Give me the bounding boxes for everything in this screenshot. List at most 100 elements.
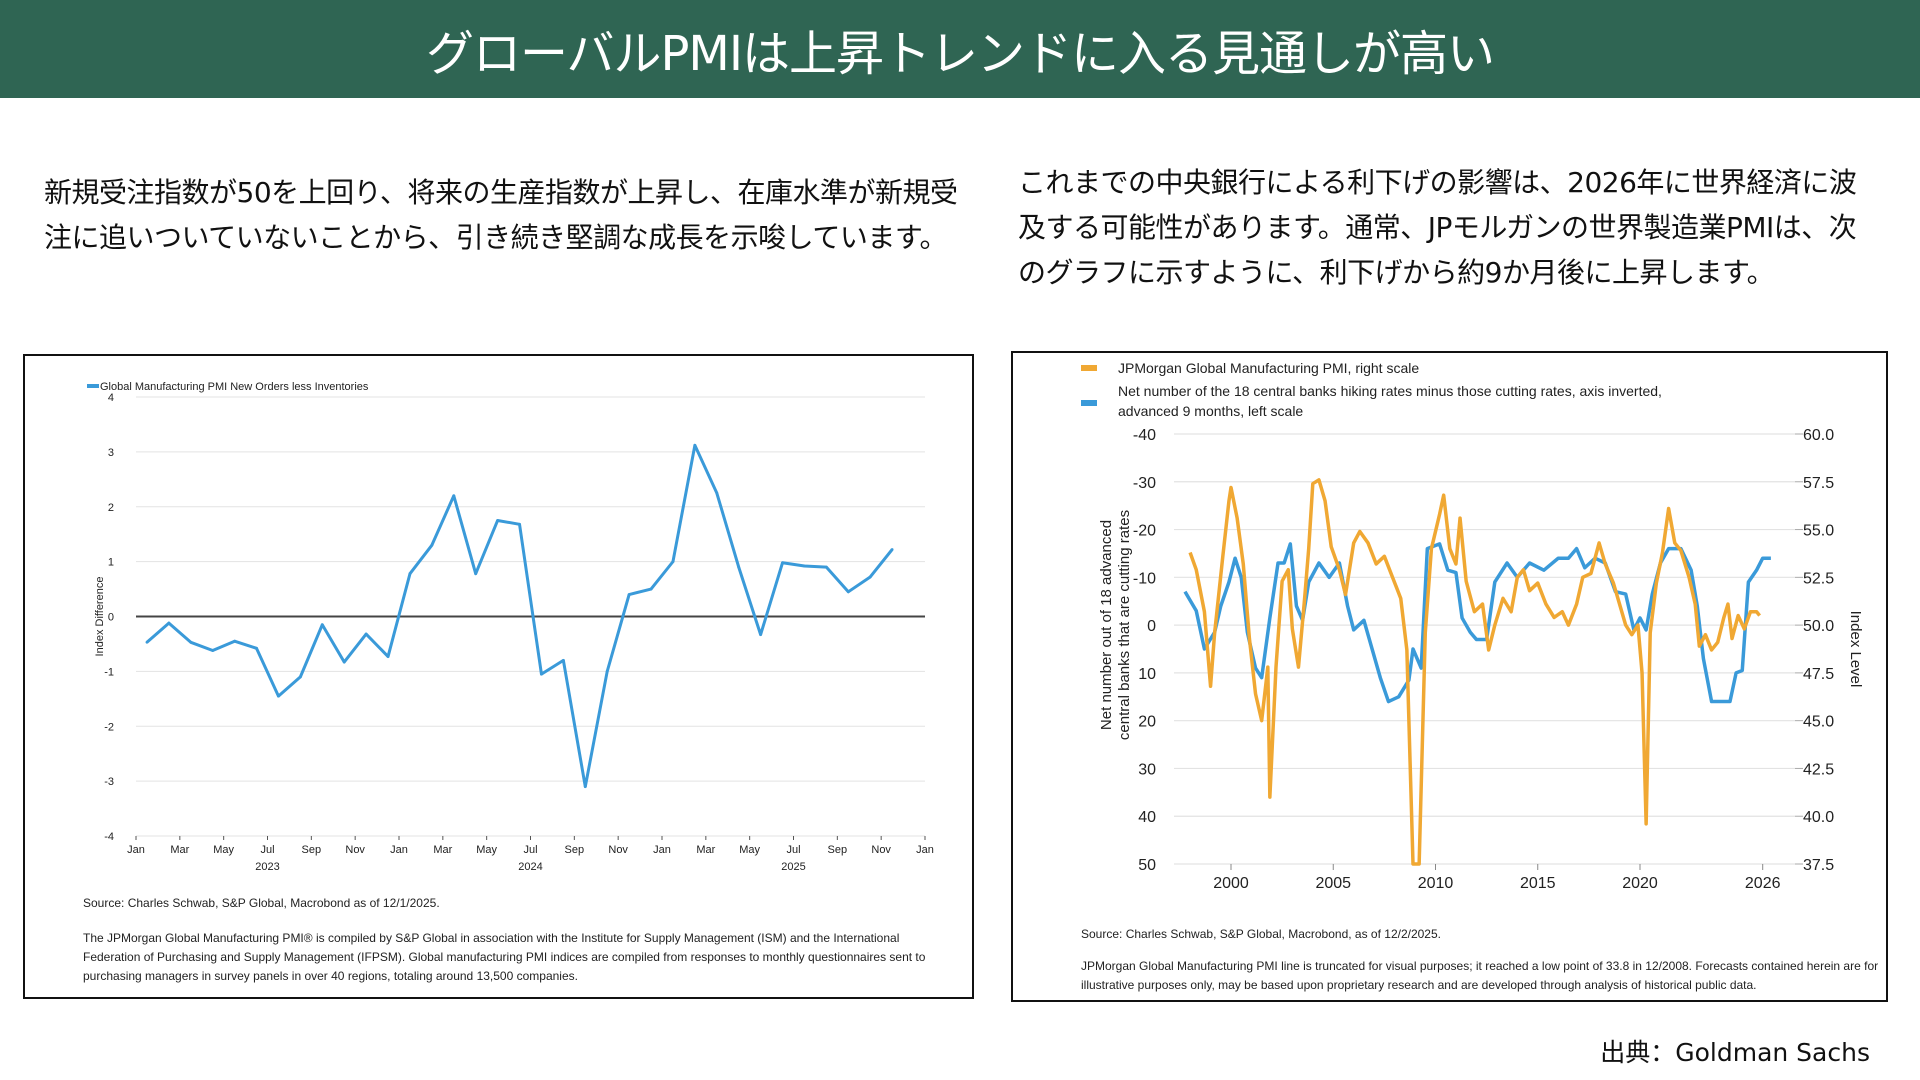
right-chart-disclaimer: JPMorgan Global Manufacturing PMI line i… (1081, 959, 1879, 992)
right-y-tick-label: 37.5 (1803, 857, 1834, 874)
x-tick-label: May (213, 844, 234, 856)
left-commentary: 新規受注指数が50を上回り、将来の生産指数が上昇し、在庫水準が新規受注に追いつい… (44, 176, 958, 254)
right-commentary: これまでの中央銀行による利下げの影響は、2026年に世界経済に波及する可能性があ… (1018, 166, 1857, 289)
x-tick-label: Jul (523, 844, 537, 856)
data-point (737, 565, 741, 569)
right-y-tick-label: 47.5 (1803, 666, 1834, 683)
y-tick-label: -4 (104, 831, 114, 843)
data-point (627, 593, 631, 596)
x-tick-label: Jan (653, 844, 671, 856)
left-y-tick-label: 0 (1147, 618, 1156, 635)
y-tick-label: 2 (108, 502, 114, 514)
data-point (781, 561, 784, 565)
x-tick-label: 2026 (1745, 875, 1781, 892)
y-tick-label: -1 (104, 666, 114, 678)
left-y-tick-label: 20 (1138, 714, 1156, 731)
right-y-axis-label: Index Level (1847, 611, 1864, 688)
left-y-tick-label: 40 (1138, 809, 1156, 826)
data-point (167, 621, 171, 625)
data-point (298, 675, 302, 679)
data-point (496, 519, 500, 522)
new-orders-chart-panel: 4 3 2 1 0 -1 -2 -3 -4 Jan Mar May Jul Sep Nov Jan Mar May… (23, 354, 974, 999)
x-tick-label: Sep (828, 844, 848, 856)
right-chart-source: Source: Charles Schwab, S&P Global, Macr… (1081, 927, 1441, 941)
year-label: 2025 (781, 861, 805, 873)
x-tick-label: Jul (786, 844, 800, 856)
x-tick-label: Sep (302, 844, 322, 856)
y-tick-label: 4 (108, 392, 114, 404)
data-point (255, 646, 258, 650)
data-point (846, 590, 850, 594)
left-y-tick-label: -20 (1133, 523, 1156, 540)
x-tick-label: 2005 (1315, 875, 1351, 892)
x-tick-label: Jan (916, 844, 934, 856)
data-point (452, 494, 456, 498)
new-orders-chart: 4 3 2 1 0 -1 -2 -3 -4 Jan Mar May Jul Sep Nov Jan Mar May… (87, 381, 934, 873)
right-y-tick-label: 57.5 (1803, 475, 1834, 492)
x-tick-label: 2000 (1213, 875, 1249, 892)
x-tick-label: Mar (170, 844, 189, 856)
x-tick-label: 2020 (1622, 875, 1658, 892)
data-point (408, 572, 412, 576)
data-point (277, 694, 280, 698)
x-tick-label: Nov (871, 844, 891, 856)
x-tick-label: Nov (345, 844, 365, 856)
y-tick-label: -2 (104, 721, 114, 733)
right-y-tick-label: 60.0 (1803, 427, 1834, 444)
legend-swatch-pmi (1081, 365, 1097, 371)
x-tick-label: Sep (565, 844, 585, 856)
legend-label: Global Manufacturing PMI New Orders less… (100, 381, 369, 393)
data-point (320, 623, 324, 627)
data-point (540, 672, 543, 676)
legend-label-banks: Net number of the 18 central banks hikin… (1118, 383, 1662, 419)
data-point (561, 659, 565, 662)
data-point (868, 575, 872, 579)
series-line-central-banks (1183, 542, 1771, 704)
data-point (364, 632, 368, 636)
data-point (430, 543, 434, 547)
central-bank-pmi-chart: -40 -30 -20 -10 0 10 20 30 40 50 60.0 57.5 55.0 52.5 5… (1081, 360, 1864, 892)
year-label: 2024 (518, 861, 542, 873)
x-tick-label: Mar (696, 844, 715, 856)
left-chart-disclaimer: The JPMorgan Global Manufacturing PMI® i… (83, 931, 926, 983)
x-tick-label: 2015 (1520, 875, 1556, 892)
data-point (386, 655, 390, 658)
data-point (803, 564, 806, 568)
y-tick-label: 3 (108, 447, 114, 459)
data-point (233, 639, 237, 643)
x-tick-label: 2010 (1418, 875, 1454, 892)
central-bank-chart-panel: -40 -30 -20 -10 0 10 20 30 40 50 60.0 57.5 55.0 52.5 5… (1011, 351, 1888, 1002)
data-point (715, 491, 719, 495)
right-y-tick-label: 50.0 (1803, 618, 1834, 635)
source-credit: 出典：Goldman Sachs (1600, 1038, 1870, 1067)
left-y-tick-label: 30 (1138, 761, 1156, 778)
data-point (759, 633, 763, 637)
legend-swatch-banks (1081, 400, 1097, 406)
data-point (605, 669, 609, 673)
data-point (189, 640, 193, 644)
year-label: 2023 (255, 861, 279, 873)
y-tick-label: 0 (108, 612, 114, 624)
x-tick-label: May (476, 844, 497, 856)
right-y-tick-label: 42.5 (1803, 761, 1834, 778)
left-y-tick-label: 10 (1138, 666, 1156, 683)
left-y-tick-label: -10 (1133, 570, 1156, 587)
left-y-tick-label: -40 (1133, 427, 1156, 444)
data-point (583, 785, 587, 789)
y-axis-label: Index Difference (94, 577, 106, 657)
left-y-axis-label: Net number out of 18 advancedcentral ban… (1098, 510, 1133, 740)
y-tick-label: -3 (104, 776, 114, 788)
left-y-tick-label: 50 (1138, 857, 1156, 874)
page-title: グローバルPMIは上昇トレンドに入る見通しが高い (425, 26, 1495, 82)
left-y-tick-label: -30 (1133, 475, 1156, 492)
x-tick-label: Jan (390, 844, 408, 856)
x-tick-label: Jul (260, 844, 274, 856)
data-point (518, 522, 521, 526)
data-point (342, 660, 346, 664)
data-point (649, 587, 653, 591)
data-point (474, 572, 478, 576)
x-tick-label: Jan (127, 844, 145, 856)
x-tick-label: Nov (608, 844, 628, 856)
right-y-tick-label: 55.0 (1803, 523, 1834, 540)
data-point (211, 649, 215, 652)
